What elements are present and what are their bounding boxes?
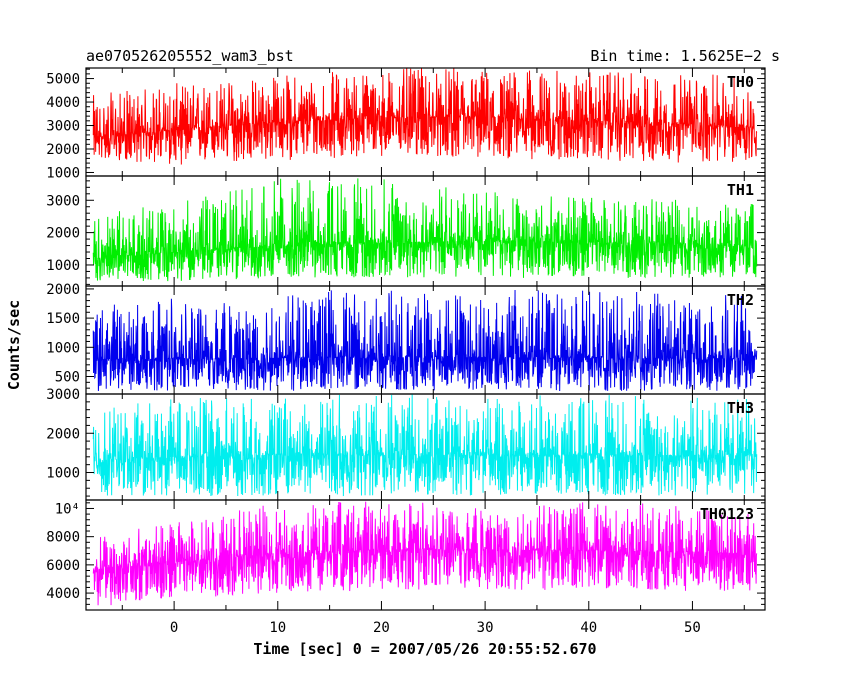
panel-label: TH2: [727, 291, 754, 309]
panel-th1: 1000 2000 3000 TH1: [46, 175, 766, 287]
panel-th0: 1000 2000 3000 4000 5000 TH0: [46, 67, 766, 181]
panel-label: TH0123: [700, 505, 754, 523]
panel-label: TH1: [727, 181, 754, 199]
panel-th3: 1000 2000 3000 TH3: [46, 387, 766, 501]
x-tick-label: 40: [580, 620, 597, 636]
y-tick-label: 2000: [46, 226, 80, 242]
series-th0123: [92, 501, 758, 606]
y-tick-label: 2000: [46, 282, 80, 298]
x-tick-label: 10: [269, 620, 286, 636]
y-tick-label: 1000: [46, 466, 80, 482]
y-tick-label: 10⁴: [55, 501, 80, 517]
y-tick-label: 8000: [46, 530, 80, 546]
series-th2: [92, 290, 758, 392]
panel-label: TH0: [727, 73, 754, 91]
y-tick-label: 6000: [46, 558, 80, 574]
x-tick-label: 30: [477, 620, 494, 636]
y-tick-label: 2000: [46, 142, 80, 158]
y-tick-label: 4000: [46, 95, 80, 111]
panel-th2: 500 1000 1500 2000 TH2: [46, 282, 766, 395]
series-th0: [92, 68, 758, 165]
panel-frame: [85, 499, 766, 611]
x-tick-label: 50: [684, 620, 701, 636]
y-tick-label: 5000: [46, 72, 80, 88]
y-tick-label: 3000: [46, 119, 80, 135]
chart-title-right: Bin time: 1.5625E−2 s: [590, 47, 780, 65]
chart-title-left: ae070526205552_wam3_bst: [86, 47, 294, 65]
panel-th0123: 4000 6000 8000 10⁴ TH0123: [46, 499, 766, 611]
y-tick-label: 500: [55, 369, 80, 385]
series-th3: [92, 394, 758, 497]
y-tick-label: 2000: [46, 426, 80, 442]
y-tick-label: 4000: [46, 586, 80, 602]
y-tick-label: 1500: [46, 311, 80, 327]
y-axis-label: Counts/sec: [5, 300, 23, 390]
y-tick-label: 1000: [46, 258, 80, 274]
series-th1: [92, 178, 758, 282]
y-tick-label: 3000: [46, 193, 80, 209]
y-tick-label: 1000: [46, 340, 80, 356]
x-tick-label: 20: [373, 620, 390, 636]
x-axis-label: Time [sec] 0 = 2007/05/26 20:55:52.670: [253, 640, 596, 658]
panel-label: TH3: [727, 399, 754, 417]
x-tick-label: 0: [170, 620, 178, 636]
y-tick-label: 1000: [46, 165, 80, 181]
y-tick-label: 3000: [46, 387, 80, 403]
